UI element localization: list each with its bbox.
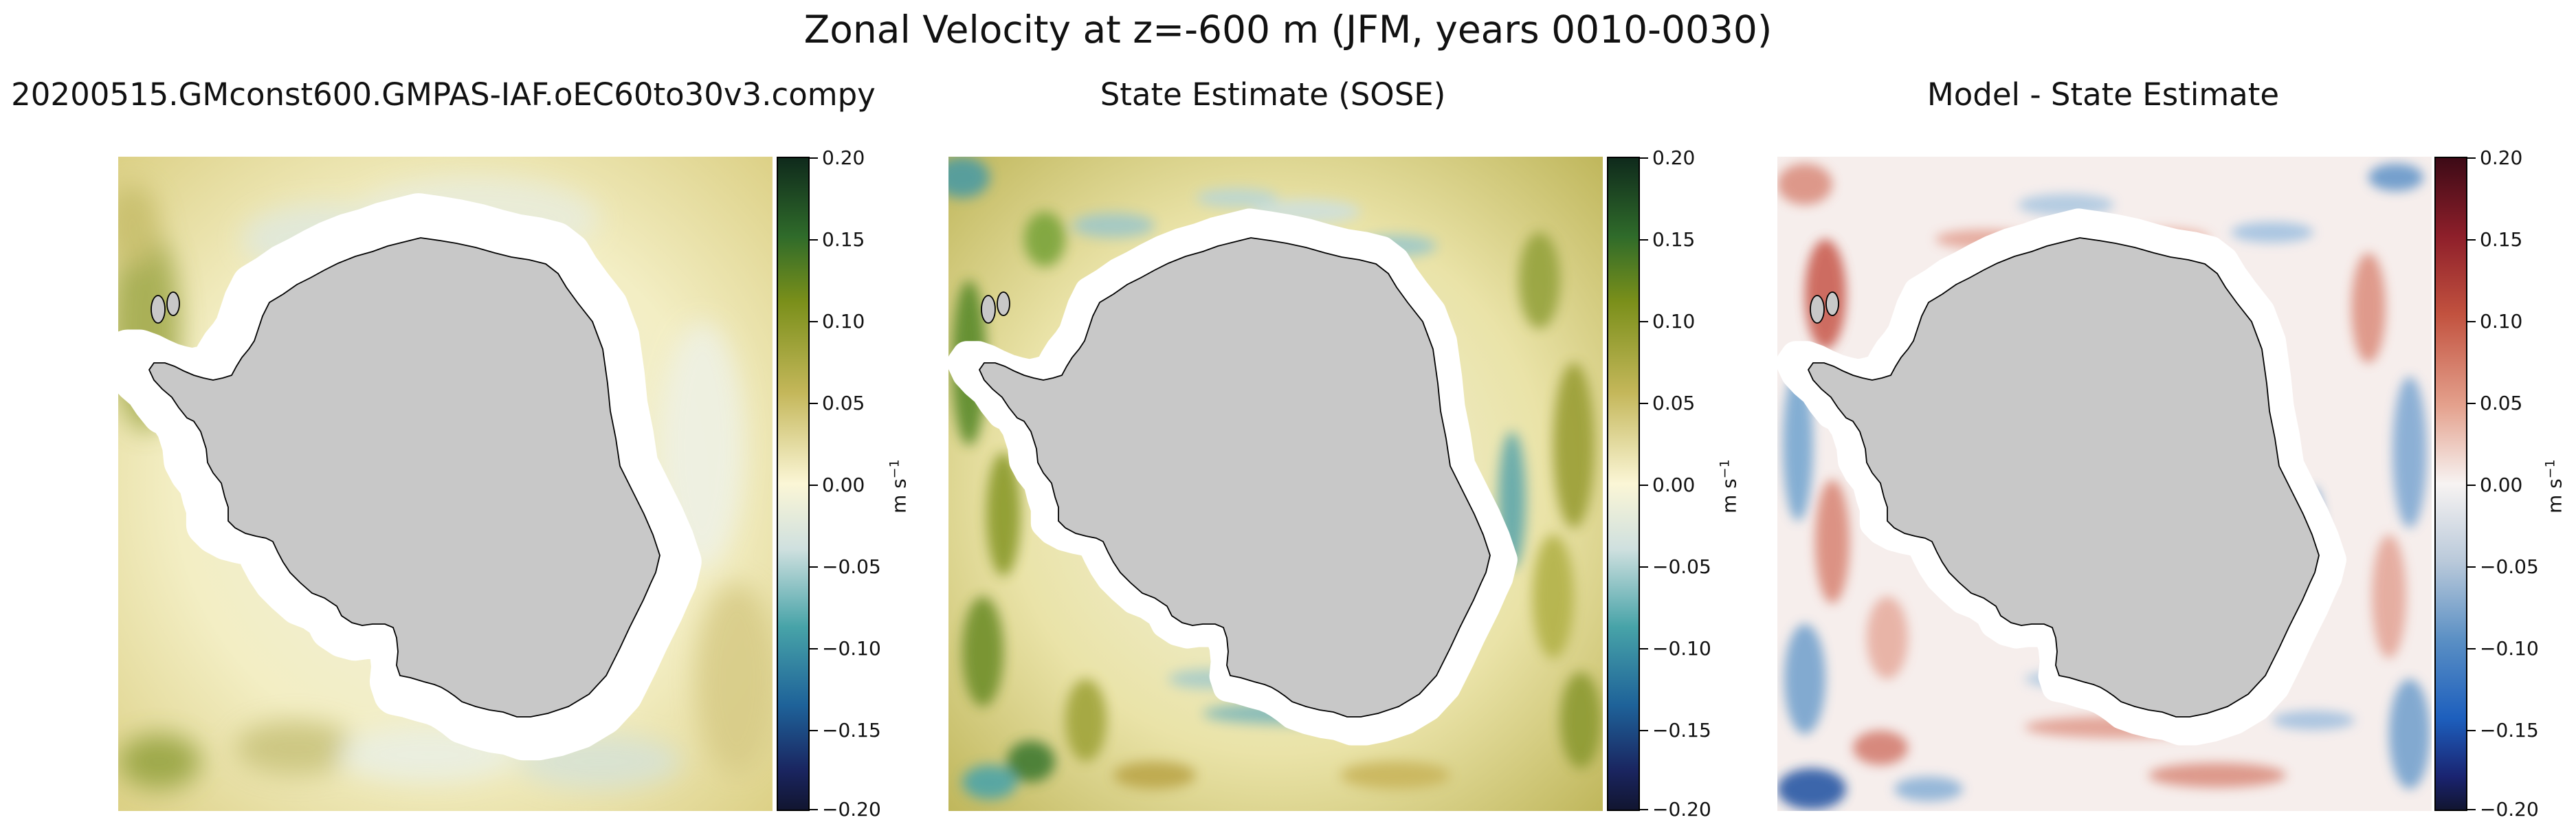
panel-2-colorbar-unit: m s−1: [1717, 459, 1741, 514]
panel-3-map: [1777, 157, 2432, 811]
panel-2-map-svg: [948, 157, 1603, 811]
panel-1-colorbar-unit: m s−1: [887, 459, 911, 514]
panel-2-map: [948, 157, 1603, 811]
panel-3-map-svg: [1777, 157, 2432, 811]
panel-2-title: State Estimate (SOSE): [1100, 76, 1446, 113]
panel-1-colorbar: [777, 157, 810, 811]
panel-3-title: Model - State Estimate: [1927, 76, 2280, 113]
figure-title: Zonal Velocity at z=-600 m (JFM, years 0…: [803, 8, 1773, 52]
panel-3-colorbar: [2434, 157, 2467, 811]
panel-1-map-svg: [118, 157, 773, 811]
panel-2-colorbar: [1607, 157, 1640, 811]
panel-1-title: 20200515.GMconst600.GMPAS-IAF.oEC60to30v…: [11, 76, 876, 113]
panel-3-colorbar-unit: m s−1: [2542, 459, 2566, 514]
panel-1-map: [118, 157, 773, 811]
